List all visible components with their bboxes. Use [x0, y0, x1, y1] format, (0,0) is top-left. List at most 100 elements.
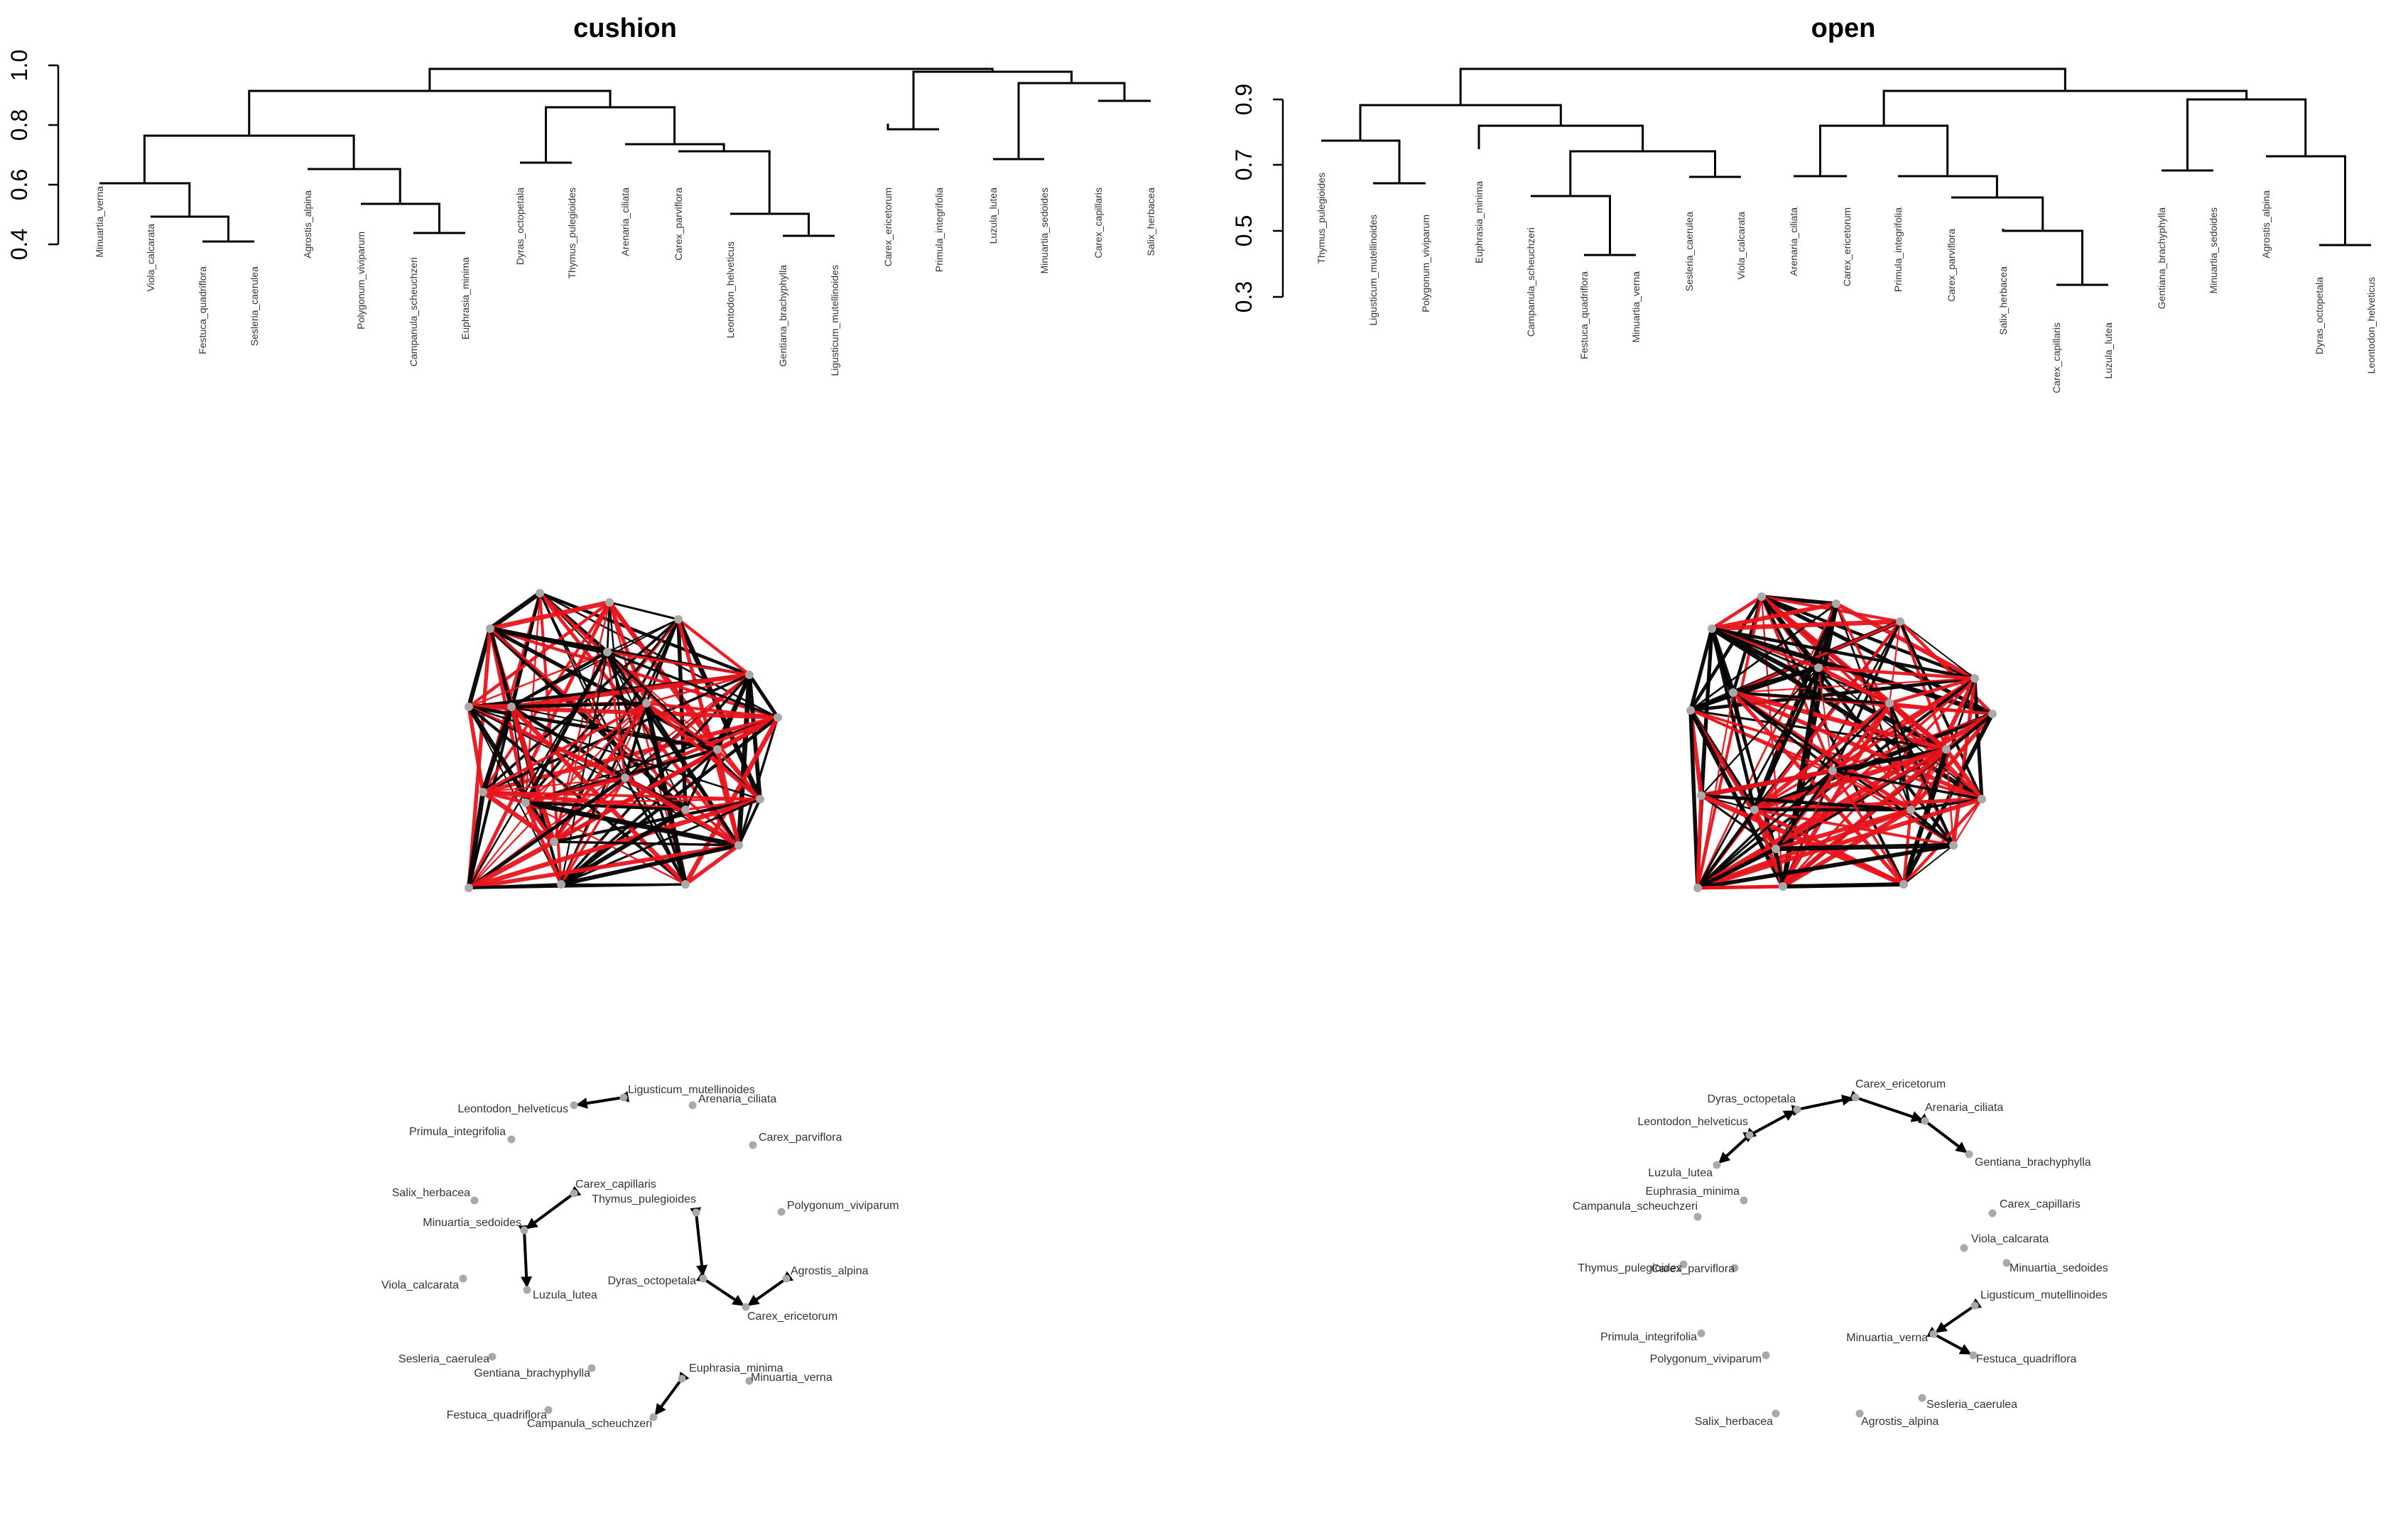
dendrogram-branch — [248, 90, 612, 136]
leaf-label: Minuartia_sedoides — [1038, 188, 1050, 273]
leaf-label: Carex_parviflora — [673, 188, 684, 261]
network-edge — [1832, 769, 1983, 801]
network-edge — [1690, 676, 1975, 712]
graph-node-label: Gentiana_brachyphylla — [1975, 1156, 2091, 1168]
leaf-label: Arenaria_ciliata — [619, 188, 631, 256]
graph-arc — [1791, 1094, 1854, 1117]
network-edge — [1697, 797, 1983, 890]
leaf-label: Campanula_scheuchzeri — [408, 257, 419, 367]
graph-arc — [1917, 1113, 1968, 1154]
graph-node — [1697, 1329, 1705, 1338]
graph-node-label: Salix_herbacea — [392, 1187, 470, 1199]
network-edge — [1899, 621, 1975, 679]
network-edge — [525, 800, 739, 848]
network-node — [1828, 766, 1837, 775]
network-edge — [1889, 702, 1993, 715]
network-node — [1814, 663, 1823, 672]
network-edge — [1831, 677, 1976, 772]
network-edge — [525, 776, 626, 805]
leaf-label: Polygonum_viviparum — [1420, 215, 1431, 313]
network-edge — [1696, 692, 1735, 889]
network-node — [1907, 806, 1915, 814]
graph-node — [1730, 1264, 1739, 1272]
leaf-label: Thymus_pulegioides — [1316, 173, 1327, 264]
network-edge — [645, 702, 761, 801]
graph-node-label: Leontodon_helveticus — [457, 1103, 568, 1115]
ytick-label: 0.3 — [1231, 281, 1257, 313]
graph-node-label: Minuartia_verna — [751, 1372, 833, 1384]
network-edge — [1732, 665, 1819, 695]
dendrogram-branch — [730, 212, 810, 236]
cushion-title: cushion — [573, 13, 677, 43]
ytick-label: 0.8 — [6, 109, 32, 141]
dendrogram-branch — [1819, 124, 1949, 176]
leaf-label: Salix_herbacea — [1145, 188, 1156, 256]
graph-node-label: Agrostis_alpina — [791, 1265, 869, 1277]
network-edge — [1761, 595, 1901, 624]
network-node — [1750, 806, 1759, 814]
leaf-label: Festuca_quadriflora — [1578, 271, 1590, 359]
network-edge — [1711, 601, 1837, 631]
graph-arc — [1718, 1127, 1757, 1164]
network-edge — [1903, 845, 1954, 885]
network-node — [1942, 745, 1951, 754]
open-dendrogram: Thymus_pulegioides Ligusticum_mutellinoid… — [1316, 67, 2377, 394]
network-node — [734, 841, 743, 850]
leaf-label: Salix_herbacea — [1997, 266, 2009, 335]
graph-node — [470, 1196, 479, 1205]
leaf-label: Carex_ericetorum — [1841, 207, 1853, 286]
network-edge — [1696, 667, 1820, 889]
open-title: open — [1811, 13, 1876, 43]
graph-arc — [1926, 1326, 1972, 1355]
network-edge — [1710, 628, 1757, 810]
network-edge — [489, 591, 541, 631]
cushion-labelled-graph: Ligusticum_mutellinoidesArenaria_ciliata… — [381, 1084, 899, 1430]
open-network — [1686, 592, 1997, 892]
graph-arc — [695, 1271, 744, 1306]
network-node — [1757, 592, 1766, 601]
leaf-label: Thymus_pulegioides — [566, 188, 577, 278]
network-edge — [509, 706, 556, 842]
graph-node — [544, 1406, 553, 1414]
network-node — [465, 884, 473, 892]
network-edge — [1760, 596, 1905, 885]
network-node — [745, 671, 754, 679]
network-edge — [716, 748, 761, 801]
network-edge — [607, 651, 779, 719]
network-edge — [510, 651, 609, 708]
network-node — [1896, 617, 1904, 626]
graph-node-label: Dyras_octopetala — [607, 1275, 696, 1287]
graph-node — [507, 1135, 516, 1144]
network-edge — [1832, 770, 1911, 810]
graph-node — [742, 1303, 750, 1311]
network-node — [1708, 624, 1716, 633]
graph-node-label: Thymus_pulegioides — [592, 1193, 696, 1205]
leaf-label: Arenaria_ciliata — [1788, 207, 1799, 276]
graph-node-label: Carex_parviflora — [759, 1132, 842, 1144]
network-edge — [482, 776, 626, 793]
network-edge — [737, 798, 761, 846]
network-edge — [468, 651, 608, 708]
dendrogram-branch — [912, 70, 1073, 129]
leaf-label: Polygonum_viviparum — [355, 232, 367, 330]
ytick-label: 0.9 — [1231, 84, 1257, 115]
network-edge — [1835, 602, 1976, 680]
ytick-label: 1.0 — [6, 50, 32, 81]
network-node — [1832, 600, 1840, 608]
network-edge — [1781, 770, 1834, 887]
dendrogram-branch — [1898, 175, 1998, 197]
network-edge — [1688, 595, 1764, 712]
network-node — [1779, 882, 1787, 891]
network-edge — [1902, 798, 1983, 886]
network-edge — [646, 673, 750, 705]
graph-node — [692, 1208, 700, 1217]
network-edge — [606, 651, 627, 779]
network-edge — [1752, 666, 1821, 811]
network-node — [1772, 845, 1780, 853]
graph-node-label: Salix_herbacea — [1695, 1416, 1773, 1428]
graph-node — [459, 1274, 467, 1283]
network-edge — [1711, 627, 1975, 680]
network-edge — [677, 618, 751, 676]
graph-node — [678, 1374, 686, 1383]
network-node — [605, 598, 614, 607]
